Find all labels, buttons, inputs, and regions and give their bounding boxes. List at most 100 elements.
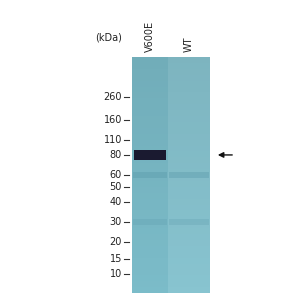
Bar xyxy=(168,258,210,263)
Bar xyxy=(168,69,210,75)
Bar xyxy=(168,234,210,240)
Bar xyxy=(132,57,168,63)
Bar xyxy=(168,152,210,157)
Bar xyxy=(168,86,210,92)
Bar xyxy=(168,193,210,199)
Bar xyxy=(132,199,168,205)
Text: 80: 80 xyxy=(110,150,122,160)
Bar xyxy=(132,57,168,293)
Bar xyxy=(132,157,168,163)
Bar xyxy=(168,228,210,234)
Bar xyxy=(132,134,168,140)
Text: 260: 260 xyxy=(103,92,122,102)
Bar xyxy=(168,128,210,134)
Bar xyxy=(132,281,168,287)
Bar xyxy=(168,92,210,98)
Bar xyxy=(134,150,166,160)
Bar xyxy=(132,63,168,69)
Bar xyxy=(168,104,210,110)
Bar xyxy=(132,75,168,81)
Bar xyxy=(168,263,210,269)
Text: 110: 110 xyxy=(103,135,122,145)
Text: WT: WT xyxy=(184,37,194,52)
Bar xyxy=(132,228,168,234)
Text: V600E: V600E xyxy=(145,21,155,52)
Text: 15: 15 xyxy=(110,254,122,264)
Text: 60: 60 xyxy=(110,170,122,180)
Bar xyxy=(132,169,168,175)
Bar xyxy=(132,92,168,98)
Bar xyxy=(132,110,168,116)
Bar xyxy=(168,187,210,193)
Bar xyxy=(168,122,210,128)
Text: (kDa): (kDa) xyxy=(95,32,122,42)
Text: 10: 10 xyxy=(110,269,122,279)
Bar xyxy=(168,157,210,163)
Bar xyxy=(168,269,210,275)
Text: 20: 20 xyxy=(110,237,122,247)
Bar xyxy=(132,234,168,240)
Text: 40: 40 xyxy=(110,197,122,207)
Bar xyxy=(132,275,168,281)
Bar xyxy=(132,258,168,263)
Bar xyxy=(168,81,210,86)
Bar xyxy=(132,116,168,122)
Bar xyxy=(169,172,209,178)
Bar xyxy=(132,146,168,152)
Bar xyxy=(168,210,210,216)
Bar xyxy=(133,172,167,178)
Bar xyxy=(168,146,210,152)
Bar xyxy=(168,246,210,252)
Text: 50: 50 xyxy=(110,182,122,192)
Bar xyxy=(168,75,210,81)
Bar xyxy=(168,116,210,122)
Bar xyxy=(168,216,210,222)
Bar xyxy=(168,98,210,104)
Bar xyxy=(168,140,210,146)
Bar xyxy=(132,193,168,199)
Bar xyxy=(133,219,167,225)
Bar xyxy=(132,122,168,128)
Bar xyxy=(168,175,210,181)
Bar xyxy=(169,219,209,225)
Bar xyxy=(132,69,168,75)
Bar xyxy=(168,181,210,187)
Bar xyxy=(168,205,210,210)
Bar xyxy=(168,240,210,246)
Bar xyxy=(132,205,168,210)
Bar xyxy=(168,281,210,287)
Bar xyxy=(132,152,168,157)
Bar xyxy=(132,240,168,246)
Bar xyxy=(132,98,168,104)
Bar xyxy=(132,128,168,134)
Bar xyxy=(168,110,210,116)
Bar xyxy=(132,287,168,293)
Bar xyxy=(168,57,210,63)
Bar xyxy=(132,104,168,110)
Bar xyxy=(168,199,210,205)
Bar xyxy=(168,169,210,175)
Bar xyxy=(168,134,210,140)
Bar xyxy=(168,63,210,69)
Text: 160: 160 xyxy=(103,115,122,124)
Bar xyxy=(132,163,168,169)
Bar xyxy=(168,287,210,293)
Bar xyxy=(132,252,168,258)
Bar xyxy=(132,246,168,252)
Bar xyxy=(132,210,168,216)
Bar xyxy=(132,187,168,193)
Text: 30: 30 xyxy=(110,217,122,227)
Bar xyxy=(132,216,168,222)
Bar xyxy=(132,140,168,146)
Bar xyxy=(132,181,168,187)
Bar xyxy=(132,86,168,92)
Bar xyxy=(168,163,210,169)
Bar xyxy=(132,175,168,181)
Bar xyxy=(132,263,168,269)
Bar xyxy=(168,252,210,258)
Bar xyxy=(168,222,210,228)
Bar xyxy=(168,275,210,281)
Bar xyxy=(168,57,210,293)
Bar xyxy=(132,269,168,275)
Bar xyxy=(132,222,168,228)
